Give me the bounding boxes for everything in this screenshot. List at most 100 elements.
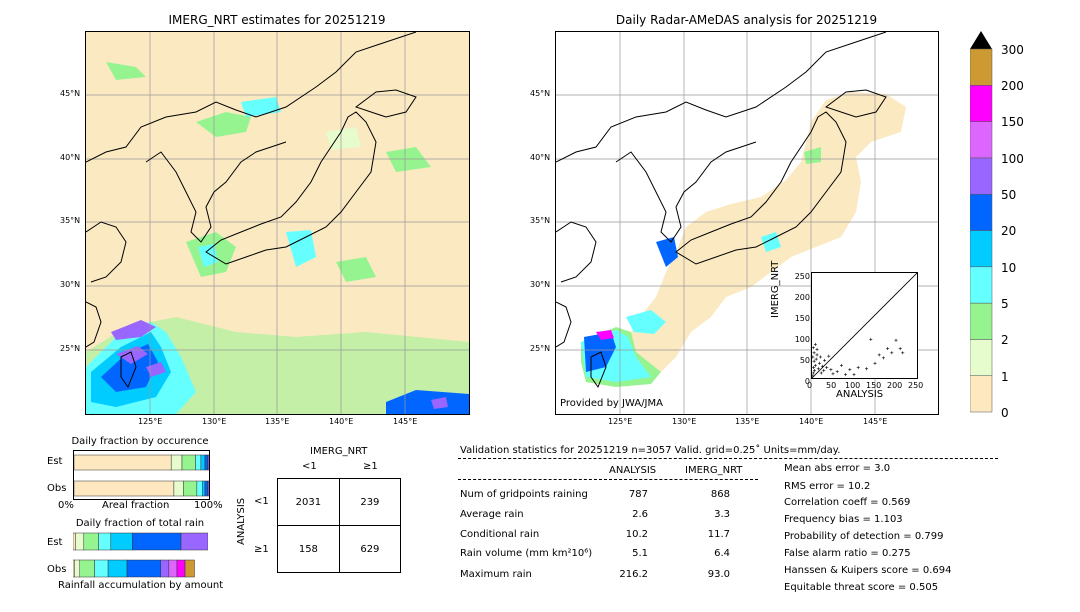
scatter-point: [818, 355, 822, 359]
scatter-point: [813, 368, 817, 372]
stat-analysis-4: 216.2: [619, 569, 648, 580]
right-lat-25: 25°N: [530, 344, 551, 353]
scatter-point: [812, 374, 815, 378]
scatter-point: [813, 342, 817, 346]
cb-label-2: 2: [1001, 333, 1009, 347]
scatter-xtick-200: 200: [887, 381, 903, 390]
bar-obs-8: [176, 559, 186, 578]
colorbar-band-3: [969, 266, 993, 304]
scatter-point: [815, 353, 819, 357]
scatter-point: [814, 357, 818, 361]
occurrence-obs-label: Obs: [47, 483, 67, 494]
scatter-point: [856, 366, 860, 369]
stat-imerg-4: 93.0: [707, 569, 730, 580]
bar-est-3: [98, 532, 112, 551]
left-map-title: IMERG_NRT estimates for 20251219: [168, 13, 386, 27]
left-lon-135: 135°E: [265, 417, 290, 426]
bar-est-5: [132, 532, 182, 551]
scatter-xtick-100: 100: [845, 381, 861, 390]
scatter-point: [812, 371, 815, 375]
colorbar-band-8: [969, 85, 993, 122]
left-lat-25: 25°N: [60, 344, 81, 353]
scatter-point: [825, 366, 829, 369]
stat-analysis-1: 2.6: [632, 509, 648, 520]
left-coastlines: [86, 32, 417, 389]
colorbar-band-0: [969, 375, 993, 413]
bar-obs-3: [196, 480, 203, 497]
bar-obs-9: [184, 559, 195, 578]
bar-est-6: [180, 532, 209, 551]
scatter-ytick-0: 0: [804, 377, 810, 386]
scatter-point: [844, 373, 848, 377]
cb-label-20: 20: [1001, 224, 1017, 238]
score-pod: Probability of detection = 0.799: [784, 531, 944, 542]
bar-obs-7: [168, 559, 178, 578]
score-hk: Hanssen & Kuipers score = 0.694: [784, 565, 952, 576]
bar-est-2: [83, 532, 99, 551]
left-lat-45: 45°N: [60, 89, 81, 98]
bar-obs-5: [204, 480, 208, 497]
bar-obs-5: [126, 559, 161, 578]
scatter-canvas: [812, 273, 917, 378]
scatter-xtick-0: 0: [807, 381, 813, 390]
scatter-point: [894, 338, 898, 342]
right-lon-125: 125°E: [608, 417, 633, 426]
colorbar-band-5: [969, 193, 993, 231]
colorbar-band-6: [969, 157, 993, 195]
stat-analysis-0: 787: [628, 489, 648, 500]
scatter-xtick-250: 250: [908, 381, 924, 390]
scatter-point: [865, 367, 869, 371]
scatter-point: [835, 370, 839, 374]
stat-label-0: Num of gridpoints raining: [460, 489, 588, 500]
right-lat-35: 35°N: [530, 216, 551, 225]
right-lat-30: 30°N: [530, 280, 551, 289]
stat-label-4: Maximum rain: [460, 569, 532, 580]
bar-est-0: [73, 454, 172, 471]
contingency-col-lt1: <1: [302, 461, 317, 472]
scatter-point: [812, 355, 815, 359]
cb-label-300: 300: [1001, 43, 1024, 57]
bar-est-4: [200, 454, 206, 471]
total-rain-chart: [72, 531, 209, 579]
bar-obs-1: [74, 559, 81, 578]
scatter-point: [813, 363, 817, 367]
bar-obs-6: [160, 559, 170, 578]
bar-est-0: [72, 532, 76, 551]
stat-imerg-1: 3.3: [714, 509, 730, 520]
scatter-diagonal: [812, 273, 917, 378]
cell-hit: 629: [338, 525, 402, 573]
right-lon-140: 140°E: [799, 417, 824, 426]
bar-est-1: [170, 454, 183, 471]
left-map-canvas: [86, 32, 469, 414]
scatter-xlabel: ANALYSIS: [836, 389, 884, 400]
score-ets: Equitable threat score = 0.505: [784, 582, 939, 593]
scatter-point: [816, 367, 820, 371]
scatter-point: [901, 351, 905, 355]
data-credit: Provided by JWA/JMA: [560, 398, 663, 409]
left-lat-35: 35°N: [60, 216, 81, 225]
colorbar: [969, 30, 1000, 414]
scatter-xtick-150: 150: [866, 381, 882, 390]
bar-obs-4: [107, 559, 128, 578]
contingency-row-lt1: <1: [254, 496, 269, 507]
scatter-point: [819, 371, 823, 375]
right-lon-130: 130°E: [672, 417, 697, 426]
right-map-canvas: [556, 32, 938, 414]
score-corr: Correlation coeff = 0.569: [784, 497, 911, 508]
cb-label-5: 5: [1001, 297, 1009, 311]
right-analysis-area: [581, 92, 906, 387]
left-lat-30: 30°N: [60, 280, 81, 289]
stat-imerg-0: 868: [710, 489, 730, 500]
scatter-xtick-50: 50: [826, 381, 837, 390]
bar-est-2: [181, 454, 196, 471]
scatter-point: [831, 372, 835, 376]
scatter-ytick-250: 250: [794, 272, 810, 281]
occurrence-est-label: Est: [47, 456, 63, 467]
stat-label-2: Conditional rain: [460, 529, 540, 540]
right-lat-45: 45°N: [530, 89, 551, 98]
scatter-point: [812, 351, 816, 355]
scatter-point: [873, 361, 877, 365]
scatter-point: [815, 347, 819, 351]
stat-imerg-3: 6.4: [714, 548, 730, 559]
scatter-plot: [811, 272, 918, 379]
